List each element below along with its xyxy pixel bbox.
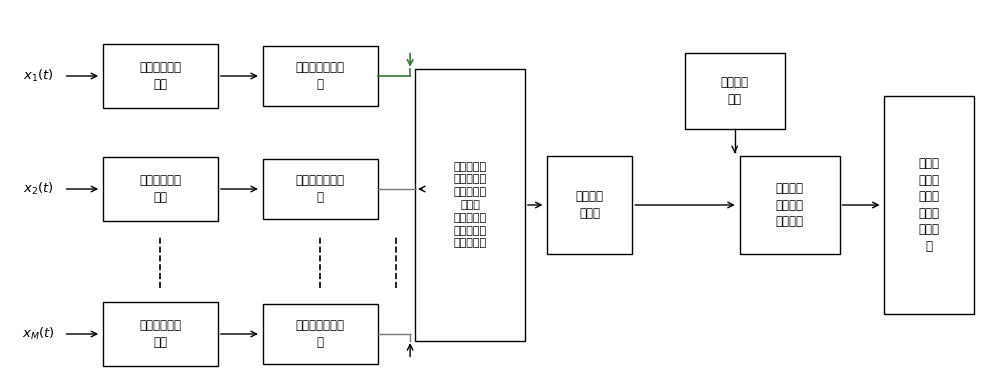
Text: 比较检验
统计量和
判决门限: 比较检验 统计量和 判决门限 xyxy=(776,182,804,228)
Text: 下变频、时域
采样: 下变频、时域 采样 xyxy=(139,174,181,204)
Text: 计算判决
门限: 计算判决 门限 xyxy=(721,76,749,106)
Bar xyxy=(685,53,785,129)
Text: 比较瞬时功
率之差并从
小到大重新
赋值；
比较瞬时功
率并从小到
大重新赋值: 比较瞬时功 率之差并从 小到大重新 赋值； 比较瞬时功 率并从小到 大重新赋值 xyxy=(453,162,487,248)
Bar xyxy=(547,156,632,254)
Text: 计算信号瞬时功
率: 计算信号瞬时功 率 xyxy=(296,319,345,349)
Text: $x_M(t)$: $x_M(t)$ xyxy=(22,326,55,342)
Text: 计算信号瞬时功
率: 计算信号瞬时功 率 xyxy=(296,174,345,204)
Text: 下变频、时域
采样: 下变频、时域 采样 xyxy=(139,319,181,349)
Bar xyxy=(103,302,218,366)
Bar xyxy=(263,159,378,219)
Bar xyxy=(415,70,525,341)
Text: 确定其
它无线
通信业
务是否
占用频
段: 确定其 它无线 通信业 务是否 占用频 段 xyxy=(919,157,940,253)
Bar xyxy=(103,44,218,108)
Text: $x_2(t)$: $x_2(t)$ xyxy=(23,181,54,197)
Bar xyxy=(884,96,974,314)
Text: 下变频、时域
采样: 下变频、时域 采样 xyxy=(139,61,181,91)
Text: 计算信号瞬时功
率: 计算信号瞬时功 率 xyxy=(296,61,345,91)
Text: $x_1(t)$: $x_1(t)$ xyxy=(23,68,54,84)
Text: 计算检验
统计量: 计算检验 统计量 xyxy=(576,190,604,220)
Bar xyxy=(263,46,378,106)
Bar xyxy=(263,304,378,364)
Bar xyxy=(740,156,840,254)
Bar xyxy=(103,157,218,221)
